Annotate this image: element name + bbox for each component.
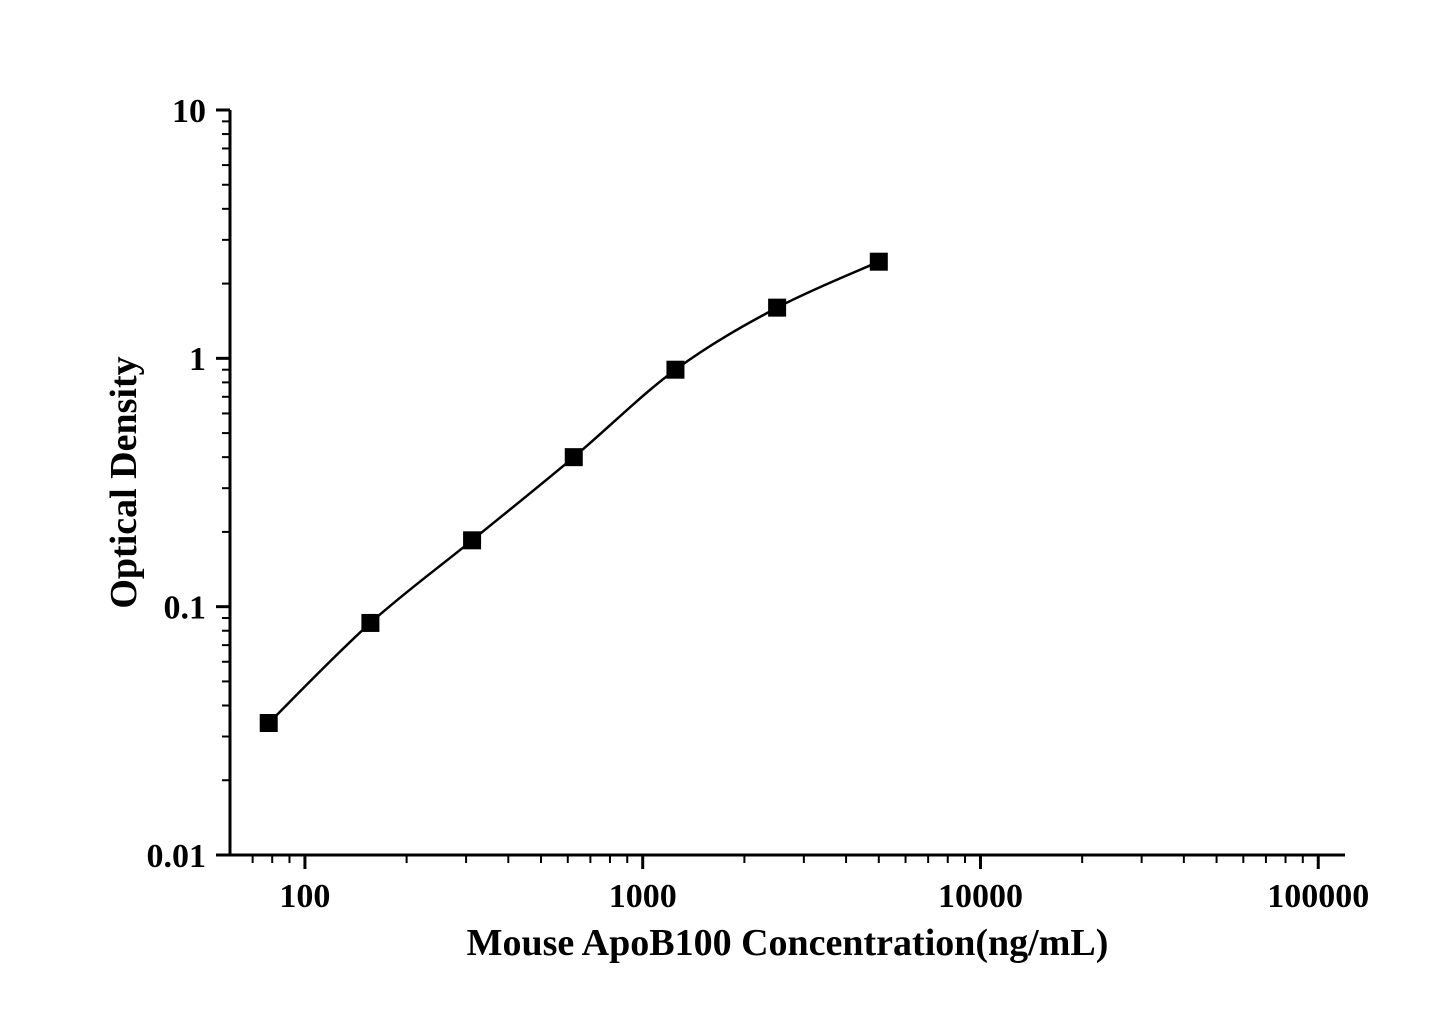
x-axis-label: Mouse ApoB100 Concentration(ng/mL) xyxy=(467,922,1109,964)
data-point-marker xyxy=(361,614,379,632)
y-tick-label: 10 xyxy=(172,93,206,130)
standard-curve-chart: 100 1000 10000 100000 0.01 0.1 1 10 Mouse ApoB10… xyxy=(0,0,1445,1009)
x-tick-label: 100 xyxy=(279,878,330,915)
data-point-marker xyxy=(260,714,278,732)
y-tick-label: 0.01 xyxy=(147,838,207,875)
data-point-marker xyxy=(463,531,481,549)
data-point-marker xyxy=(768,299,786,317)
y-axis-label: Optical Density xyxy=(103,356,145,608)
data-point-marker xyxy=(870,253,888,271)
x-tick-label: 1000 xyxy=(609,878,677,915)
y-tick-label: 1 xyxy=(189,341,206,378)
y-tick-label: 0.1 xyxy=(164,590,207,627)
data-point-marker xyxy=(666,361,684,379)
chart-container: 100 1000 10000 100000 0.01 0.1 1 10 Mouse ApoB10… xyxy=(0,0,1445,1009)
x-tick-label: 100000 xyxy=(1267,878,1369,915)
x-tick-label: 10000 xyxy=(938,878,1023,915)
data-point-marker xyxy=(565,448,583,466)
